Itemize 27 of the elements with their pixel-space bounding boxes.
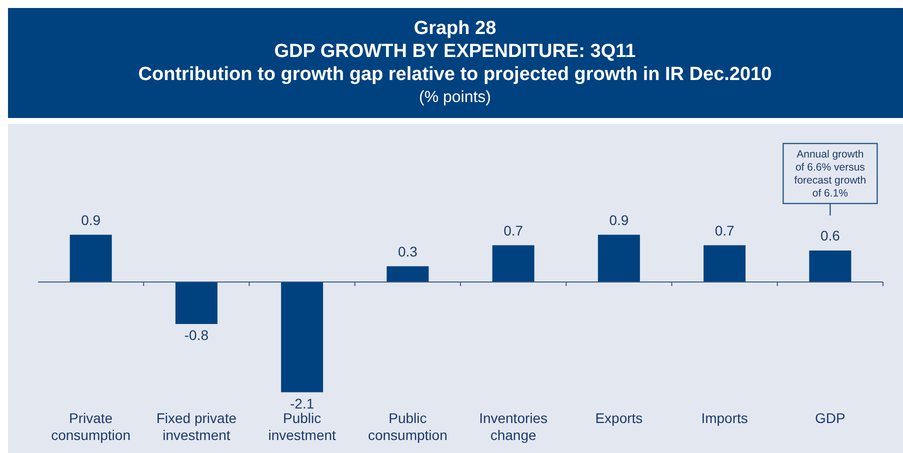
bar	[70, 234, 112, 282]
bar	[809, 250, 852, 282]
x-tick-label: GDP	[815, 410, 846, 426]
bar	[386, 266, 429, 282]
bar	[492, 245, 534, 282]
data-label: 0.7	[504, 222, 524, 238]
data-label: 0.6	[820, 228, 840, 244]
data-label: -0.8	[184, 327, 209, 343]
bar	[704, 245, 746, 282]
x-tick-label: Public consumption	[368, 410, 448, 443]
bar	[175, 282, 218, 324]
x-tick-label: Exports	[595, 410, 643, 426]
x-tick-label: Fixed private investment	[156, 410, 237, 443]
bar	[598, 234, 640, 282]
data-label: 0.9	[81, 212, 101, 228]
data-label: 0.9	[609, 212, 629, 228]
data-label: 0.7	[714, 222, 735, 238]
chart-subtitle: (% points)	[418, 89, 492, 106]
x-tick-label: Imports	[701, 410, 748, 426]
x-tick-label: Inventories change	[479, 410, 548, 443]
chart-title: Graph 28 GDP GROWTH BY EXPENDITURE: 3Q11 Contribution to growth gap relative to projected growth in IR Dec.2010	[138, 18, 772, 85]
data-label: 0.3	[398, 243, 418, 260]
x-tick-label: Public investment	[268, 410, 336, 443]
bar	[281, 282, 324, 392]
data-label: -2.1	[290, 395, 314, 412]
text: Annual growth of 6.6% versus forecast growth of 6.1%	[794, 148, 866, 200]
x-tick-label: Private consumption	[51, 410, 131, 443]
